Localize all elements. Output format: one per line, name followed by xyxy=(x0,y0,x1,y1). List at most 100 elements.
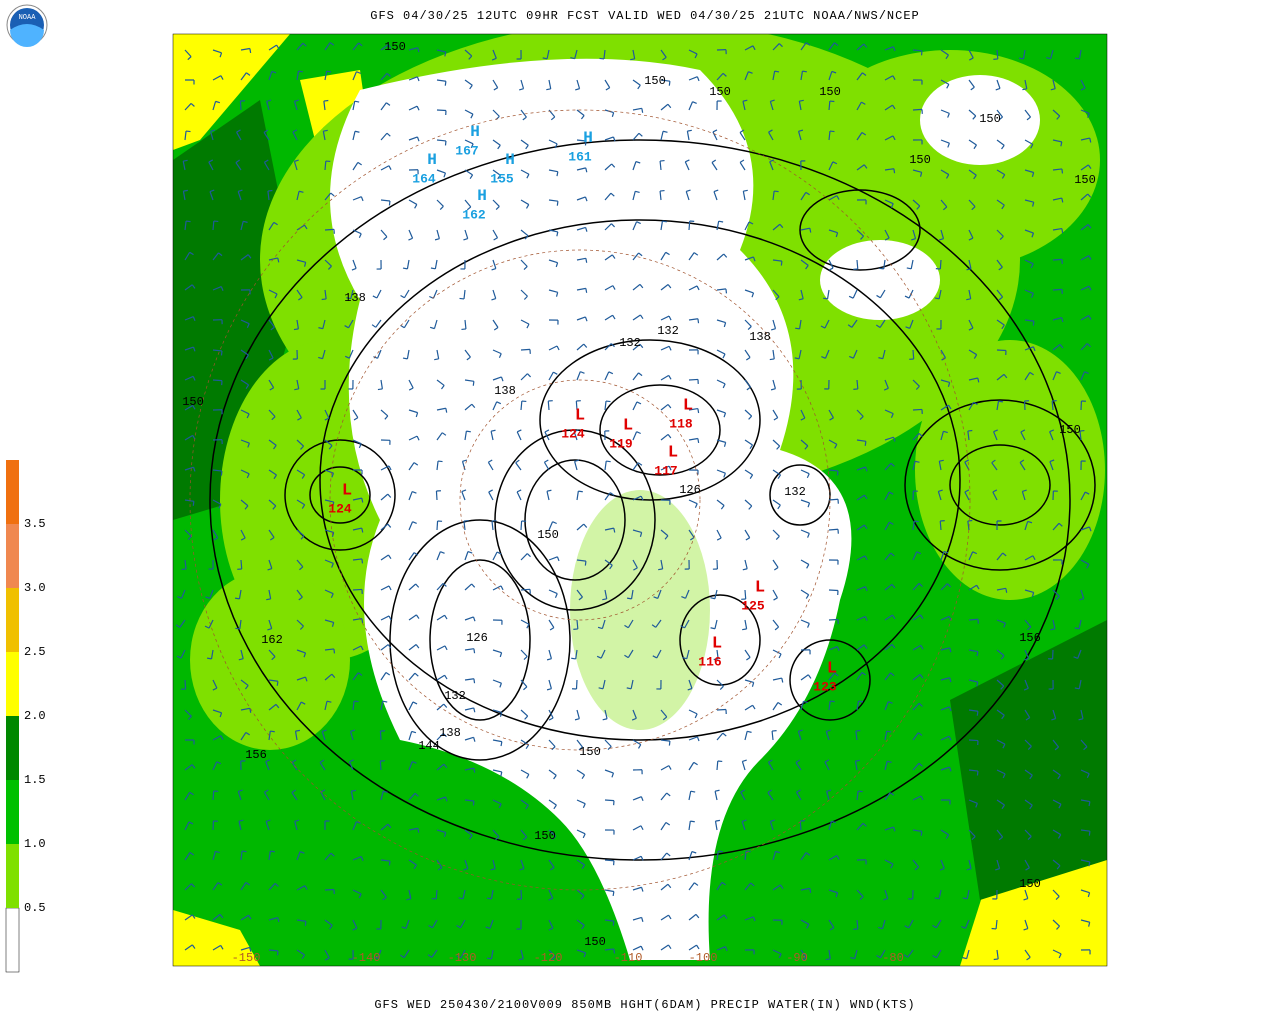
wind-barb xyxy=(772,43,780,51)
wind-barb xyxy=(1020,429,1026,433)
wind-barb xyxy=(188,821,194,825)
wind-barb xyxy=(322,729,327,733)
wind-barb xyxy=(1078,679,1082,689)
wind-barb xyxy=(996,679,1005,687)
wind-barb xyxy=(1024,259,1034,265)
wind-barb xyxy=(597,626,603,630)
wind-barb xyxy=(380,465,390,471)
wind-barb xyxy=(436,49,446,53)
wind-barb xyxy=(492,79,499,89)
wind-barb xyxy=(408,731,413,741)
wind-barb xyxy=(685,159,690,163)
wind-barb xyxy=(632,343,641,351)
wind-barb xyxy=(604,859,615,862)
wind-barb xyxy=(627,649,634,658)
wind-barb xyxy=(408,47,418,51)
wind-barb xyxy=(296,529,305,537)
wind-barb xyxy=(996,229,1004,237)
wind-barb xyxy=(939,867,945,871)
wind-barb xyxy=(175,624,181,628)
wind-barb xyxy=(996,769,1006,775)
wind-barb xyxy=(414,672,419,677)
wind-barb xyxy=(408,827,418,831)
wind-barb xyxy=(862,822,867,827)
wind-barb xyxy=(296,71,300,81)
wind-barb xyxy=(348,349,354,359)
wind-barb xyxy=(408,379,414,389)
wind-barb xyxy=(184,944,193,951)
wind-barb xyxy=(576,859,585,866)
wind-barb xyxy=(660,283,669,291)
wind-barb xyxy=(187,56,192,61)
wind-barb xyxy=(304,224,308,230)
wind-barb xyxy=(912,795,922,801)
wind-barb xyxy=(276,44,280,50)
contour-label: 150 xyxy=(579,745,601,759)
longitude-label: -140 xyxy=(352,951,381,965)
wind-barb xyxy=(609,492,615,496)
wind-barb xyxy=(666,792,671,797)
wind-barb xyxy=(185,130,191,133)
wind-barb xyxy=(1080,799,1090,803)
wind-barb xyxy=(884,237,890,241)
wind-barb xyxy=(741,821,746,831)
wind-barb xyxy=(573,429,579,433)
wind-barb xyxy=(181,568,187,571)
wind-barb xyxy=(1080,739,1088,748)
wind-barb xyxy=(660,739,671,742)
wind-barb xyxy=(268,409,276,418)
wind-barb xyxy=(464,379,474,382)
wind-barb xyxy=(660,103,669,111)
wind-barb xyxy=(268,851,271,861)
wind-barb xyxy=(890,203,894,209)
wind-barb xyxy=(604,709,608,719)
wind-barb xyxy=(552,835,557,840)
wind-barb xyxy=(686,649,690,659)
wind-barb xyxy=(548,619,555,628)
wind-barb xyxy=(556,231,559,237)
wind-barb xyxy=(892,135,896,141)
wind-barb xyxy=(660,221,664,231)
wind-barb xyxy=(884,643,893,651)
wind-barb xyxy=(716,649,719,660)
wind-barb xyxy=(849,355,854,359)
wind-barb xyxy=(948,616,952,621)
wind-barb xyxy=(324,469,334,474)
longitude-label: -100 xyxy=(689,951,718,965)
wind-barb xyxy=(352,588,363,591)
wind-barb xyxy=(940,379,950,384)
wind-barb xyxy=(968,319,974,329)
wind-barb xyxy=(293,161,298,171)
wind-barb xyxy=(459,297,465,300)
wind-barb xyxy=(212,75,222,81)
wind-barb xyxy=(696,285,700,291)
wind-barb xyxy=(690,820,695,823)
wind-barb xyxy=(835,232,839,238)
wind-barb xyxy=(912,521,915,531)
high-symbol: H xyxy=(583,129,593,147)
wind-barb xyxy=(856,101,862,111)
wind-barb xyxy=(904,295,910,299)
wind-barb xyxy=(966,949,970,959)
wind-barb xyxy=(525,144,529,150)
wind-barb xyxy=(380,585,390,591)
wind-barb xyxy=(604,79,611,88)
wind-barb xyxy=(746,656,751,661)
wind-barb xyxy=(716,732,724,741)
wind-barb xyxy=(771,730,774,741)
wind-barb xyxy=(585,288,588,293)
wind-barb xyxy=(324,289,327,300)
wind-barb xyxy=(520,649,528,657)
wind-barb xyxy=(722,353,726,359)
wind-barb xyxy=(1024,169,1034,174)
wind-barb xyxy=(1052,889,1060,897)
wind-barb xyxy=(320,791,326,801)
wind-barb xyxy=(748,505,753,510)
wind-barb xyxy=(968,618,979,621)
wind-barb xyxy=(940,859,945,869)
wind-barb xyxy=(714,821,718,831)
wind-barb xyxy=(824,319,830,329)
wind-barb xyxy=(548,799,557,806)
wind-barb xyxy=(331,622,335,627)
wind-barb xyxy=(805,42,811,46)
